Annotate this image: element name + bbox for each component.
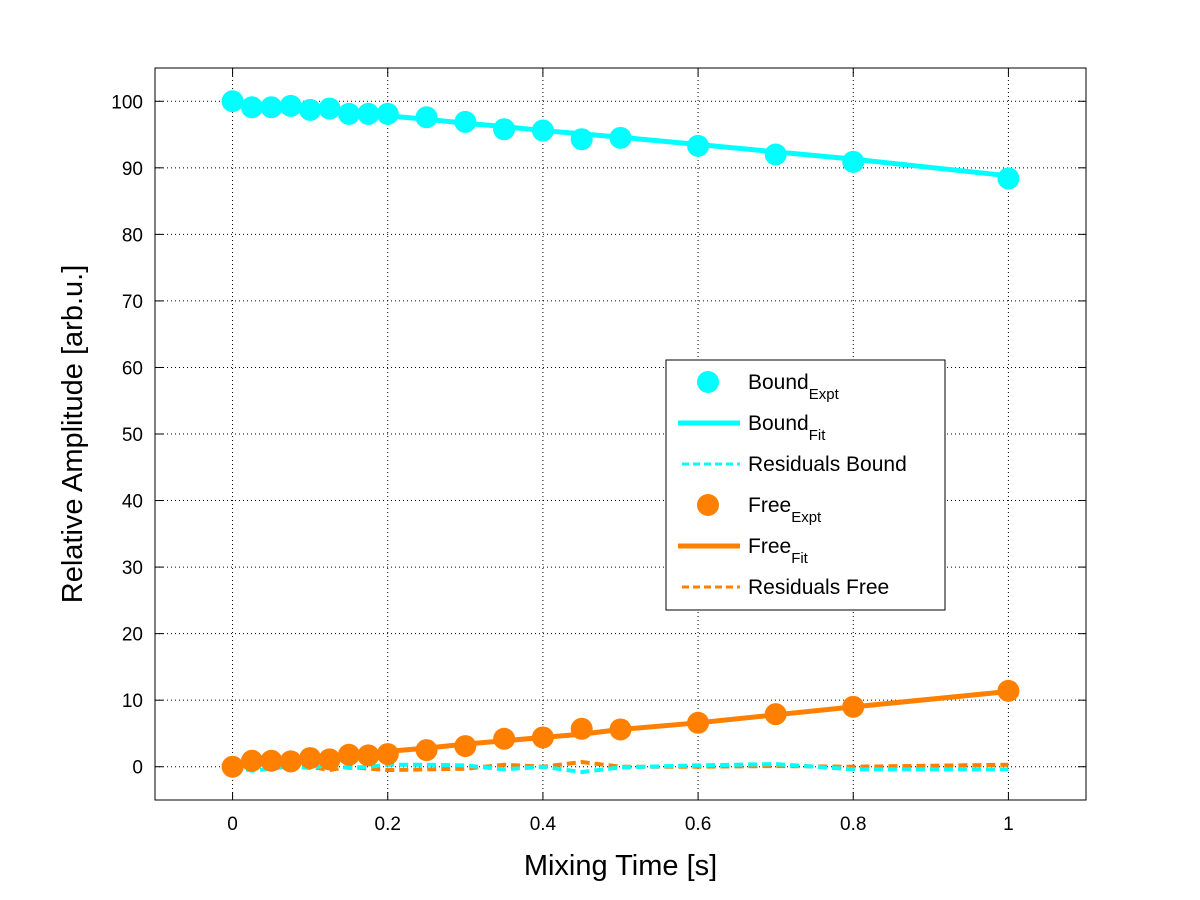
legend-label-free-fit: FreeFit: [748, 535, 809, 567]
data-point-bound-expt: [764, 143, 787, 166]
y-tick-label: 60: [122, 358, 143, 379]
legend-label-bound-expt: BoundExpt: [748, 371, 840, 403]
data-point-bound-expt: [260, 96, 283, 119]
data-point-bound-expt: [299, 98, 322, 121]
legend-item-bound-expt: BoundExpt: [697, 371, 840, 403]
data-point-bound-expt: [687, 134, 710, 157]
legend: BoundExpt BoundFit Residuals Bound FreeExpt…: [665, 359, 946, 611]
legend-label-residuals-free: Residuals Free: [748, 576, 889, 599]
data-point-bound-expt: [221, 90, 244, 113]
x-tick-label: 0.8: [840, 814, 866, 835]
y-tick-label: 90: [122, 159, 143, 180]
data-point-free-expt: [764, 703, 787, 726]
legend-marker-bound-expt: [697, 371, 719, 393]
data-point-free-expt: [260, 749, 283, 772]
y-tick-label: 50: [122, 425, 143, 446]
legend-item-bound-fit: BoundFit: [678, 412, 826, 444]
y-tick-label: 40: [122, 492, 143, 513]
legend-item-residuals-bound: Residuals Bound: [682, 453, 907, 476]
data-point-bound-expt: [493, 118, 516, 141]
data-point-free-expt: [609, 718, 632, 741]
data-point-bound-expt: [997, 167, 1020, 190]
y-tick-label: 10: [122, 691, 143, 712]
data-point-free-expt: [570, 717, 593, 740]
data-point-bound-expt: [609, 126, 632, 149]
data-point-free-expt: [997, 679, 1020, 702]
y-tick-label: 30: [122, 558, 143, 579]
data-point-free-expt: [376, 743, 399, 766]
data-point-bound-expt: [454, 110, 477, 133]
data-point-free-expt: [454, 735, 477, 758]
x-tick-label: 0.4: [530, 814, 557, 835]
plot-area: [154, 67, 1087, 801]
data-point-free-expt: [357, 744, 380, 767]
data-point-free-expt: [415, 739, 438, 762]
data-point-bound-expt: [318, 97, 341, 120]
legend-item-free-fit: FreeFit: [678, 535, 809, 567]
grid: [155, 68, 1086, 800]
data-point-bound-expt: [240, 96, 263, 119]
data-point-free-expt: [842, 695, 865, 718]
y-tick-label: 20: [122, 625, 143, 646]
data-point-free-expt: [299, 747, 322, 770]
data-point-free-expt: [493, 727, 516, 750]
legend-box: [665, 359, 946, 611]
y-tick-label: 70: [122, 292, 143, 313]
data-point-free-expt: [531, 726, 554, 749]
y-tick-label: 100: [111, 92, 143, 113]
x-axis-label: Mixing Time [s]: [524, 850, 717, 882]
data-point-free-expt: [240, 749, 263, 772]
legend-label-free-expt: FreeExpt: [748, 494, 822, 526]
legend-label-residuals-bound: Residuals Bound: [748, 453, 907, 476]
legend-item-residuals-free: Residuals Free: [682, 576, 889, 599]
data-point-bound-expt: [376, 102, 399, 125]
y-axis-label: Relative Amplitude [arb.u.]: [57, 265, 89, 604]
series-layer: [221, 90, 1020, 778]
data-point-bound-expt: [337, 102, 360, 125]
data-point-free-expt: [337, 743, 360, 766]
data-point-bound-expt: [357, 102, 380, 125]
legend-item-free-expt: FreeExpt: [697, 494, 822, 526]
data-point-free-expt: [687, 711, 710, 734]
data-point-bound-expt: [570, 128, 593, 151]
y-tick-label: 0: [132, 758, 143, 779]
data-point-bound-expt: [531, 119, 554, 142]
data-point-free-expt: [318, 748, 341, 771]
x-tick-label: 0: [227, 814, 238, 835]
data-point-bound-expt: [842, 150, 865, 173]
data-point-bound-expt: [279, 94, 302, 117]
x-tick-label: 0.2: [375, 814, 401, 835]
data-point-free-expt: [221, 755, 244, 778]
data-point-bound-expt: [415, 106, 438, 129]
y-tick-label: 80: [122, 225, 143, 246]
x-tick-label: 0.6: [685, 814, 711, 835]
x-tick-label: 1: [1003, 814, 1014, 835]
legend-label-bound-fit: BoundFit: [748, 412, 826, 444]
data-point-free-expt: [279, 750, 302, 773]
legend-marker-free-expt: [697, 494, 719, 516]
